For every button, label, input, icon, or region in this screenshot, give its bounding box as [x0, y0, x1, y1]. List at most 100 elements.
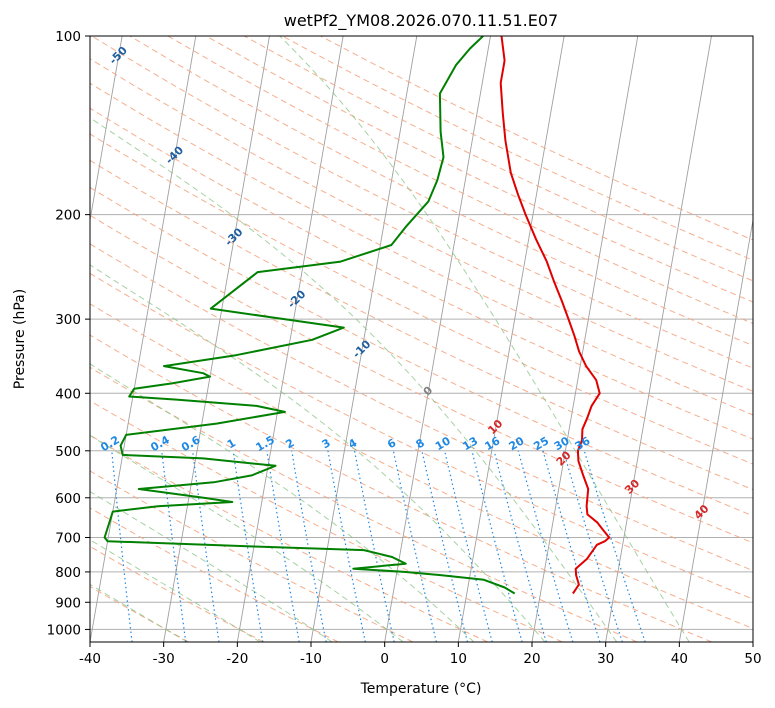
- x-tick-label: -30: [153, 651, 175, 667]
- isotherm-line: [678, 217, 753, 642]
- sounding-series: [103, 36, 611, 595]
- moist-adiabat-line: [90, 363, 475, 642]
- moist-adiabat-line: [90, 434, 404, 642]
- mixing-ratio-line: [583, 450, 646, 642]
- y-tick-label: 800: [55, 565, 81, 581]
- y-axis-ticks: 100 200 300 400 500 600 700 800 900 1000: [47, 29, 90, 638]
- dry-adiabat-line: [129, 36, 753, 347]
- isotherm-label: 40: [692, 502, 712, 522]
- mixing-ratio-label: 2: [283, 436, 296, 451]
- isotherm-label: -60: [33, 44, 56, 67]
- x-axis-label: Temperature (°C): [360, 681, 482, 697]
- isotherm-label: 30: [622, 476, 642, 496]
- mixing-ratio-line: [493, 450, 547, 642]
- isotherm-label: -20: [285, 287, 308, 310]
- y-axis-label: Pressure (hPa): [12, 289, 28, 389]
- x-tick-label: 50: [744, 651, 761, 667]
- mixing-ratio-label: 6: [385, 436, 398, 451]
- y-tick-label: 200: [55, 208, 81, 224]
- y-tick-label: 400: [55, 386, 81, 402]
- dry-adiabat-line: [91, 36, 753, 369]
- dry-adiabat-line: [90, 133, 753, 465]
- mixing-ratio-line: [421, 450, 469, 642]
- dry-adiabat-line: [90, 214, 753, 544]
- y-tick-label: 500: [55, 444, 81, 460]
- dry-adiabat-line: [90, 545, 264, 642]
- dry-adiabat-line: [90, 58, 753, 392]
- mixing-ratio-lines: [111, 450, 646, 642]
- mixing-ratio-line: [111, 450, 133, 642]
- dry-adiabat-line: [205, 36, 753, 303]
- mixing-ratio-line: [562, 450, 623, 642]
- mixing-ratio-line: [291, 450, 327, 642]
- isotherm-line: [384, 36, 491, 642]
- moist-adiabat-line: [90, 583, 188, 642]
- x-tick-label: -40: [79, 651, 101, 667]
- dry-adiabat-line: [90, 400, 563, 642]
- dry-adiabat-line: [90, 434, 488, 642]
- dry-adiabat-lines: [90, 36, 753, 642]
- isotherm-line: [90, 36, 123, 223]
- y-tick-label: 700: [55, 531, 81, 547]
- x-tick-label: 30: [597, 651, 614, 667]
- isotherm-lines: [90, 36, 753, 642]
- isotherm-label: 0: [421, 384, 436, 399]
- moist-adiabat-lines: [90, 36, 690, 642]
- isotherm-line: [236, 36, 344, 642]
- dry-adiabat-line: [90, 272, 753, 600]
- mixing-ratio-line: [232, 450, 264, 642]
- mixing-ratio-line: [392, 450, 437, 642]
- mixing-ratio-line: [471, 450, 523, 642]
- moist-adiabat-line: [90, 264, 546, 642]
- y-tick-label: 600: [55, 491, 81, 507]
- x-tick-label: -10: [300, 651, 322, 667]
- dry-adiabat-line: [90, 470, 414, 642]
- isotherm-line: [531, 36, 639, 642]
- moist-adiabat-line: [279, 36, 690, 642]
- dry-adiabat-line: [90, 243, 753, 572]
- x-tick-label: -20: [226, 651, 248, 667]
- chart-title: wetPf2_YM08.2026.070.11.51.E07: [284, 11, 558, 31]
- isotherm-line: [457, 36, 565, 642]
- dry-adiabat-line: [90, 507, 339, 642]
- dry-adiabat-line: [90, 334, 712, 642]
- pressure-gridlines: [90, 36, 753, 630]
- mixing-ratio-label: 3: [320, 436, 333, 451]
- dry-adiabat-line: [90, 585, 190, 642]
- x-axis-ticks: -40 -30 -20 -10 0 10 20 30 40 50: [79, 642, 762, 667]
- dry-adiabat-line: [90, 186, 753, 517]
- isotherm-line: [752, 639, 753, 642]
- y-tick-label: 100: [55, 29, 81, 45]
- plot-area: -100-90-80-70-60-50-40-30-20-10010203040…: [33, 36, 753, 642]
- dry-adiabat-line: [167, 36, 753, 325]
- mixing-ratio-line: [353, 450, 395, 642]
- mixing-ratio-line: [517, 450, 574, 642]
- dry-adiabat-line: [90, 159, 753, 491]
- y-tick-label: 900: [55, 595, 81, 611]
- y-tick-label: 1000: [47, 622, 81, 638]
- y-tick-label: 300: [55, 312, 81, 328]
- isotherm-line: [605, 36, 712, 642]
- x-tick-label: 20: [523, 651, 540, 667]
- isotherm-label: -50: [107, 44, 130, 67]
- isotherm-line: [163, 36, 270, 642]
- dry-adiabat-line: [282, 36, 753, 261]
- dry-adiabat-line: [90, 303, 753, 630]
- sounding-line: [499, 36, 611, 595]
- sounding-line: [103, 36, 516, 595]
- mixing-ratio-line: [542, 450, 601, 642]
- isotherm-label: -40: [163, 143, 186, 166]
- dry-adiabat-line: [90, 366, 638, 642]
- dry-adiabat-line: [90, 82, 753, 416]
- isotherm-label: -10: [350, 337, 373, 360]
- mixing-ratio-label: 1: [225, 436, 238, 451]
- x-tick-label: 0: [380, 651, 389, 667]
- mixing-ratio-line: [192, 450, 220, 642]
- isotherm-label: -30: [222, 225, 245, 248]
- moist-adiabat-line: [90, 117, 618, 642]
- x-tick-label: 40: [671, 651, 688, 667]
- plot-frame: [89, 35, 754, 643]
- x-tick-label: 10: [450, 651, 467, 667]
- mixing-ratio-line: [161, 450, 187, 642]
